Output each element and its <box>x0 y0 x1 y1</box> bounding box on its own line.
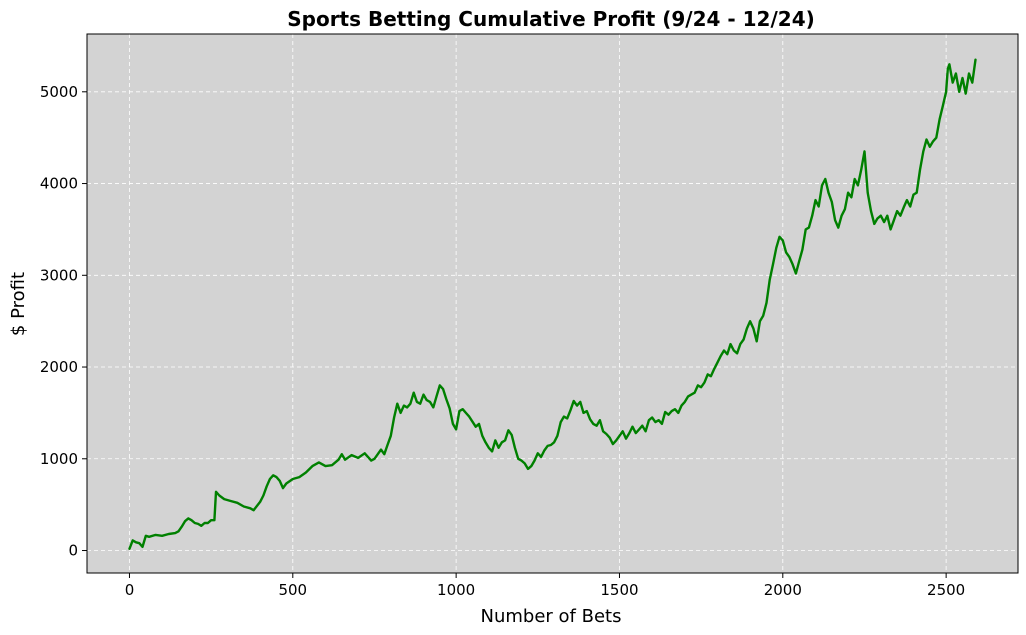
chart-title: Sports Betting Cumulative Profit (9/24 -… <box>287 7 815 31</box>
x-tick-label: 2500 <box>927 581 965 599</box>
y-tick-label: 4000 <box>40 175 78 193</box>
plot-frame <box>86 33 1019 574</box>
y-tick-label: 5000 <box>40 83 78 101</box>
x-tick-label: 1000 <box>437 581 475 599</box>
x-tick-label: 0 <box>125 581 135 599</box>
data-series <box>128 58 977 550</box>
y-axis-label: $ Profit <box>8 272 29 336</box>
profit-line <box>128 58 977 550</box>
x-axis-label: Number of Bets <box>481 606 622 627</box>
grid-lines <box>87 34 1018 573</box>
y-tick-label: 1000 <box>40 450 78 468</box>
y-tick-label: 3000 <box>40 266 78 284</box>
y-tick-label: 2000 <box>40 358 78 376</box>
x-tick-label: 500 <box>278 581 307 599</box>
y-tick-label: 0 <box>68 542 78 560</box>
axis-ticks: 0 500 1000 1500 2000 2500 0 1000 2000 3000 4000 500… <box>40 83 965 599</box>
x-tick-label: 2000 <box>764 581 802 599</box>
plot-background <box>87 34 1018 573</box>
x-tick-label: 1500 <box>600 581 638 599</box>
